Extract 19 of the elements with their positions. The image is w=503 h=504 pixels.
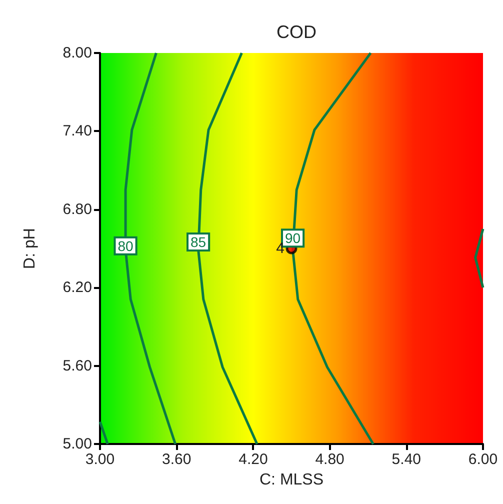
annotation: 4 (276, 240, 284, 257)
annotation: 90 (284, 230, 301, 246)
annotation: 85 (190, 234, 206, 250)
x-axis-title: C: MLSS (259, 472, 324, 488)
y-tick-label: 5.00 (62, 436, 92, 452)
x-tick-label: 3.00 (85, 451, 115, 468)
y-tick-label: 6.80 (62, 200, 92, 218)
x-tick-label: 6.00 (468, 451, 498, 468)
x-tick-label: 4.80 (315, 451, 344, 468)
y-axis-title: D: pH (22, 228, 38, 269)
x-tick-label: 4.20 (238, 451, 268, 468)
annotation: 80 (118, 238, 134, 254)
chart-title: COD (276, 22, 316, 42)
y-tick-label: 6.20 (62, 279, 92, 296)
y-tick-label: 7.40 (62, 122, 92, 140)
y-tick-label: 5.60 (62, 357, 92, 374)
y-tick-label: 8.00 (62, 44, 92, 62)
x-tick-label: 5.40 (392, 451, 421, 468)
x-tick-label: 3.60 (162, 451, 192, 468)
